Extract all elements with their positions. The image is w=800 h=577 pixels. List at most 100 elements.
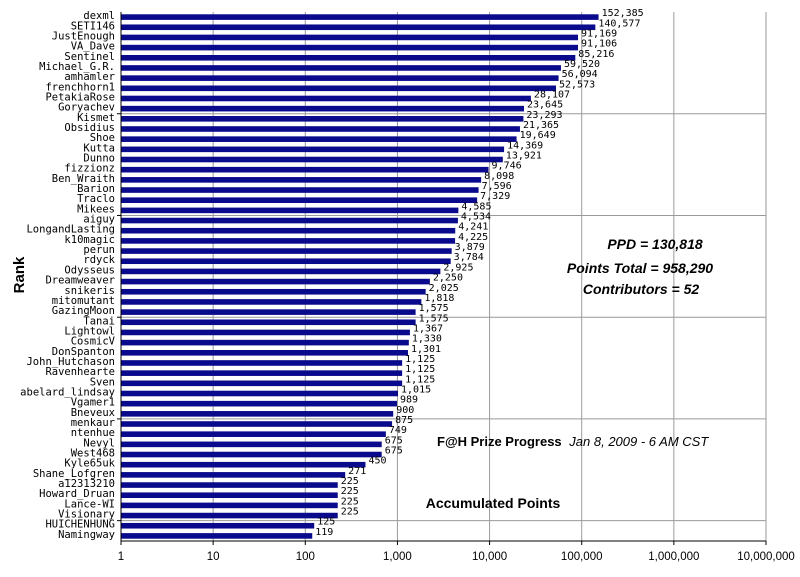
value-label: 1,367 bbox=[413, 323, 443, 334]
bar bbox=[121, 421, 393, 427]
bar bbox=[121, 441, 382, 448]
bar bbox=[121, 380, 403, 387]
x-tick-label: 1,000 bbox=[383, 551, 412, 563]
bar bbox=[121, 400, 397, 407]
value-label: 989 bbox=[400, 395, 418, 406]
y-axis-title: Rank bbox=[11, 256, 28, 293]
category-label: Shoe bbox=[90, 132, 115, 144]
category-label: frenchhorn1 bbox=[45, 81, 115, 93]
category-label: Sven bbox=[90, 376, 115, 388]
bar bbox=[121, 95, 531, 102]
value-labels: 152,385140,57791,16991,10685,21659,52056… bbox=[315, 8, 643, 538]
value-label: 28,107 bbox=[534, 89, 570, 100]
value-label: 56,094 bbox=[562, 69, 598, 80]
bar bbox=[121, 166, 489, 173]
progress-title: F@H Prize Progress bbox=[437, 434, 562, 449]
value-label: 59,520 bbox=[564, 59, 600, 70]
category-label: Nevyl bbox=[83, 437, 115, 449]
x-tick-label: 10 bbox=[207, 551, 220, 563]
value-label: 3,879 bbox=[455, 242, 485, 253]
value-label: 91,106 bbox=[581, 39, 617, 50]
category-label: Sentinel bbox=[64, 51, 115, 63]
bar bbox=[121, 522, 315, 529]
value-label: 271 bbox=[348, 466, 366, 477]
bar bbox=[121, 197, 478, 203]
contributors-annotation: Contributors = 52 bbox=[583, 281, 700, 297]
category-label: Obsidius bbox=[64, 122, 115, 134]
bar bbox=[121, 227, 456, 234]
x-tick-labels: 1 10 100 1,000 10,000 100,000 1,000,000 10,000,… bbox=[118, 551, 795, 563]
value-label: 1,330 bbox=[412, 334, 442, 345]
value-label: 3,784 bbox=[454, 252, 484, 263]
value-label: 152,385 bbox=[602, 8, 644, 19]
category-label: aiguy bbox=[83, 214, 115, 226]
value-label: 1,575 bbox=[419, 303, 449, 314]
bar bbox=[121, 492, 338, 499]
category-label: Mikees bbox=[77, 203, 115, 215]
category-label: Howard_Druan bbox=[39, 488, 115, 500]
bar bbox=[121, 502, 338, 509]
bar bbox=[121, 14, 599, 20]
bar bbox=[121, 44, 578, 51]
bar bbox=[121, 146, 505, 153]
category-label: Odysseus bbox=[64, 264, 115, 276]
value-label: 2,025 bbox=[429, 283, 459, 294]
value-label: 119 bbox=[315, 527, 333, 538]
category-label: ntenhue bbox=[71, 427, 115, 439]
value-label: 52,573 bbox=[559, 79, 595, 90]
x-tick-label: 100,000 bbox=[561, 551, 603, 563]
value-label: 450 bbox=[368, 456, 386, 467]
bar bbox=[121, 533, 313, 539]
bar bbox=[121, 85, 556, 92]
category-label: PetakiaRose bbox=[45, 91, 115, 103]
category-label: amhamler bbox=[64, 71, 115, 83]
value-label: 21,365 bbox=[523, 120, 559, 131]
value-label: 9,746 bbox=[492, 161, 522, 172]
progress-annotation: F@H Prize Progress Jan 8, 2009 - 6 AM CS… bbox=[437, 434, 709, 449]
value-label: 1,301 bbox=[411, 344, 441, 355]
category-label: West468 bbox=[71, 448, 115, 460]
bar bbox=[121, 207, 459, 214]
category-label: mitomutant bbox=[52, 295, 115, 307]
value-label: 1,125 bbox=[405, 354, 435, 365]
bar bbox=[121, 299, 422, 305]
value-label: 23,645 bbox=[527, 100, 563, 111]
value-label: 4,241 bbox=[458, 222, 488, 233]
bar bbox=[121, 116, 524, 122]
value-label: 675 bbox=[385, 435, 403, 446]
progress-date: Jan 8, 2009 - 6 AM CST bbox=[568, 434, 709, 449]
bar bbox=[121, 411, 394, 417]
bar bbox=[121, 268, 441, 275]
value-label: 225 bbox=[341, 496, 359, 507]
bar bbox=[121, 329, 410, 336]
category-label: k10magic bbox=[64, 234, 115, 246]
category-label: JustEnough bbox=[52, 30, 115, 42]
value-label: 8,098 bbox=[484, 171, 514, 182]
value-label: 225 bbox=[341, 507, 359, 518]
category-label: Lance-WI bbox=[64, 498, 115, 510]
bar bbox=[121, 136, 517, 142]
category-label: Tanai bbox=[83, 315, 115, 327]
category-label: Bneveux bbox=[71, 407, 115, 419]
category-label: Lightowl bbox=[64, 325, 115, 337]
category-label: Goryachev bbox=[58, 102, 115, 114]
category-label: Michael_G.R. bbox=[39, 61, 115, 73]
value-label: 13,921 bbox=[506, 151, 542, 162]
bar bbox=[121, 65, 561, 71]
bar bbox=[121, 451, 382, 458]
category-label: Visionary bbox=[58, 509, 115, 521]
value-label: 1,575 bbox=[419, 313, 449, 324]
bar bbox=[121, 258, 451, 265]
category-label: perun bbox=[83, 244, 115, 256]
bar bbox=[121, 105, 525, 112]
accumulated-points-annotation: Accumulated Points bbox=[426, 495, 561, 511]
value-label: 91,169 bbox=[581, 28, 617, 39]
bars bbox=[121, 14, 599, 539]
category-label: Namingway bbox=[58, 529, 115, 541]
value-label: 900 bbox=[396, 405, 414, 416]
bar bbox=[121, 461, 366, 468]
category-label: fizzionz bbox=[64, 163, 115, 175]
value-label: 1,818 bbox=[424, 293, 454, 304]
value-label: 875 bbox=[395, 415, 413, 426]
